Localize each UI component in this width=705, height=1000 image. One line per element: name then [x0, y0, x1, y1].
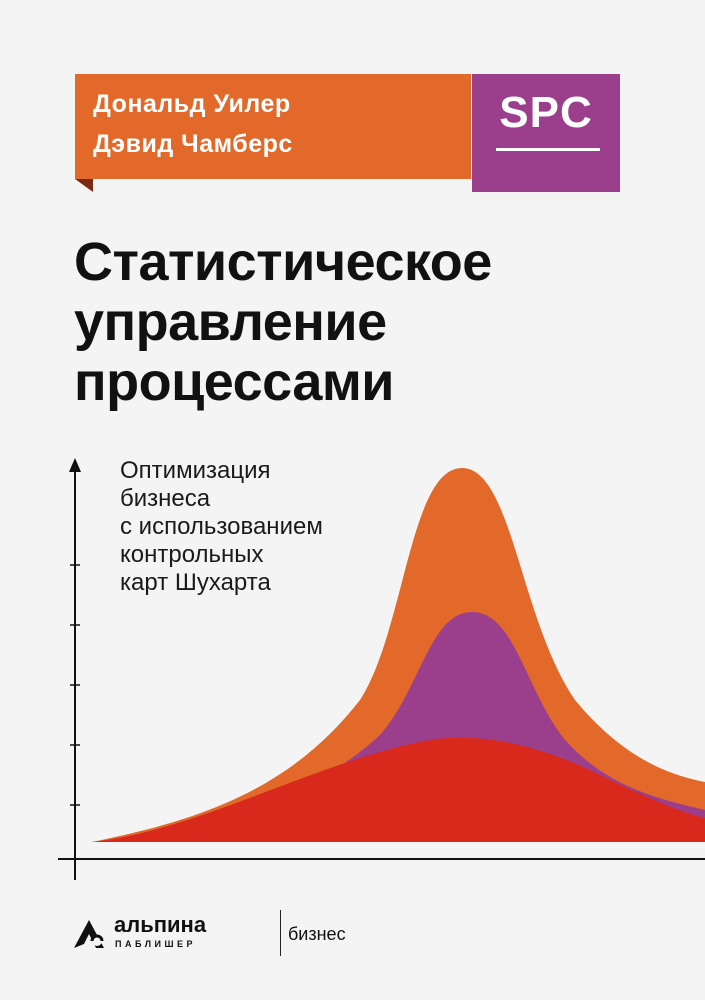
authors-banner: Дональд Уилер Дэвид Чамберс — [75, 74, 471, 179]
subtitle-line: карт Шухарта — [120, 569, 271, 596]
book-subtitle: Оптимизация бизнеса с использованием кон… — [120, 457, 440, 597]
publisher-imprint: бизнес — [288, 924, 346, 944]
subtitle-line: Оптимизация — [120, 457, 271, 484]
book-title: Статистическое управление процессами — [74, 232, 674, 412]
series-banner: SPC — [472, 74, 620, 192]
title-line: управление — [74, 292, 387, 352]
publisher-name: альпина — [114, 912, 207, 937]
y-axis-arrow-icon — [69, 458, 81, 472]
publisher-sub: ПАБЛИШЕР — [115, 939, 197, 949]
title-line: процессами — [74, 352, 395, 412]
series-underline — [496, 148, 600, 151]
series-label: SPC — [499, 88, 593, 137]
title-line: Статистическое — [74, 232, 492, 292]
logo-divider — [280, 910, 281, 956]
subtitle-line: бизнеса — [120, 485, 211, 512]
publisher-logo: альпина ПАБЛИШЕР бизнес — [70, 910, 346, 960]
red-distribution-curve — [92, 737, 705, 842]
publisher-logo-icon — [74, 920, 104, 948]
subtitle-line: контрольных — [120, 541, 264, 568]
author-name: Дэвид Чамберс — [93, 130, 293, 158]
author-name: Дональд Уилер — [93, 90, 291, 118]
authors-banner-fold — [75, 179, 93, 192]
subtitle-line: с использованием — [120, 513, 323, 540]
